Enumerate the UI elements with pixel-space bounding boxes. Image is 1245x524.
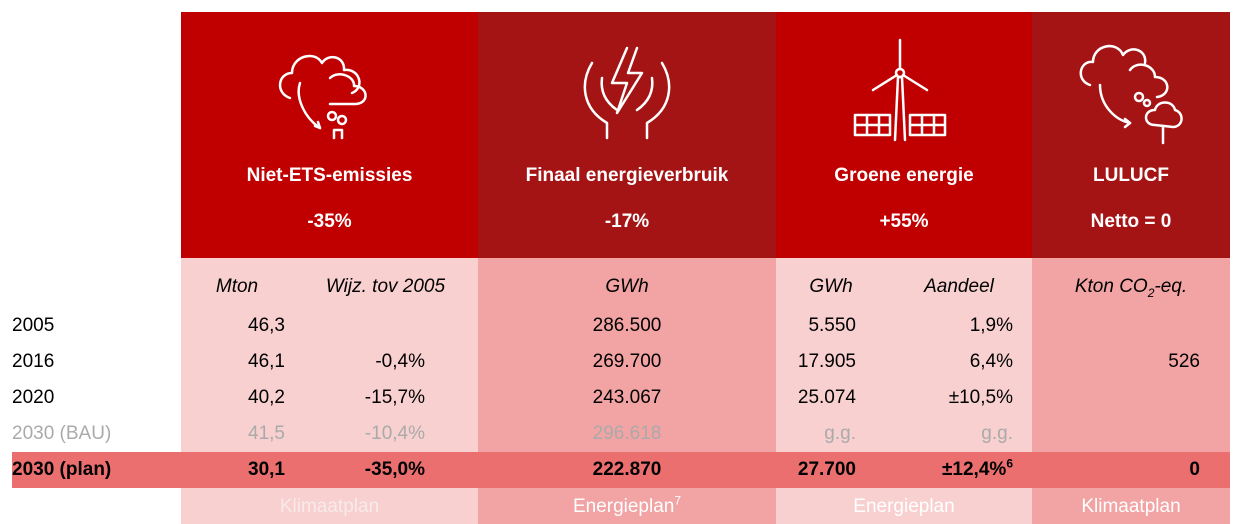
- footer-source: Energieplan: [776, 494, 1032, 520]
- cell-text: 296.618: [592, 423, 662, 444]
- cell-text: 269.700: [592, 351, 662, 372]
- cell-text: g.g.: [981, 423, 1013, 444]
- row-label: 2020: [12, 387, 55, 408]
- cell: 6,4%: [880, 349, 1013, 375]
- unit-tail: -eq.: [1154, 276, 1188, 297]
- cell: 286.500: [478, 313, 776, 339]
- cell-text: 526: [1168, 351, 1200, 372]
- cell: -15,7%: [300, 385, 425, 411]
- cell-text: 1,9%: [969, 315, 1013, 336]
- band: [478, 12, 776, 280]
- cell: 25.074: [780, 385, 856, 411]
- cell-text: -15,7%: [364, 387, 425, 408]
- cell: 27.700: [780, 457, 856, 483]
- header-title: LULUCF: [1093, 165, 1169, 186]
- band: [1032, 12, 1230, 280]
- header-title: Niet-ETS-emissies: [246, 165, 413, 186]
- footnote: 6: [1006, 456, 1013, 471]
- cell-text: 46,1: [248, 351, 285, 372]
- cell: -0,4%: [300, 349, 425, 375]
- row-label: 2005: [12, 315, 55, 336]
- footer-text: Energieplan: [853, 496, 955, 517]
- header-target: +55%: [879, 211, 929, 232]
- row-label: 2016: [12, 351, 55, 372]
- header-title: Finaal energieverbruik: [525, 165, 729, 186]
- footnote: 7: [674, 493, 682, 508]
- cell: 1,9%: [880, 313, 1013, 339]
- band: [776, 12, 1032, 280]
- cell-text: -10,4%: [364, 423, 425, 444]
- cell: 526: [1032, 349, 1200, 375]
- cell-text: 6,4%: [969, 351, 1013, 372]
- footer-source: Energieplan7: [478, 494, 776, 520]
- cell-text: 40,2: [248, 387, 285, 408]
- cell-text: 17.905: [797, 351, 856, 372]
- row-label: 2030 (BAU): [12, 423, 112, 444]
- footer-source: Klimaatplan: [181, 494, 478, 520]
- unit-label: Wijz. tov 2005: [325, 276, 446, 297]
- unit-label: GWh: [605, 276, 649, 297]
- wind-solar-icon: [853, 38, 947, 142]
- energy-icon: [583, 46, 671, 140]
- footer-source: Klimaatplan: [1032, 494, 1230, 520]
- header-target: Netto = 0: [1090, 211, 1172, 232]
- header-title: Groene energie: [834, 165, 974, 186]
- cell-text: 5.550: [808, 315, 856, 336]
- unit-sub: 2: [1147, 285, 1155, 300]
- cell-text: 41,5: [248, 423, 285, 444]
- cell-text: g.g.: [824, 423, 856, 444]
- row-label: 2030 (plan): [12, 459, 112, 480]
- cell: -35,0%: [300, 457, 425, 483]
- unit-label: Kton CO2-eq.: [1032, 274, 1230, 300]
- cell-text: 243.067: [592, 387, 662, 408]
- cell: 41,5: [190, 421, 285, 447]
- unit-label: Mton: [215, 276, 259, 297]
- cell-text: ±10,5%: [948, 387, 1013, 408]
- cell: 30,1: [190, 457, 285, 483]
- cell-text: -35,0%: [364, 459, 425, 480]
- lulucf-icon: [1079, 44, 1183, 145]
- cell: 5.550: [780, 313, 856, 339]
- cell-text: 286.500: [592, 315, 662, 336]
- cell-text: ±12,4%: [942, 459, 1007, 480]
- header-target: -35%: [307, 211, 352, 232]
- cell: 0: [1032, 457, 1200, 483]
- cell: 17.905: [780, 349, 856, 375]
- unit-label: GWh: [809, 276, 853, 297]
- cell: 296.618: [478, 421, 776, 447]
- unit-text: Kton CO: [1074, 276, 1148, 297]
- cell-text: 46,3: [248, 315, 285, 336]
- cell: 269.700: [478, 349, 776, 375]
- unit-label: Aandeel: [924, 276, 994, 297]
- cell: g.g.: [880, 421, 1013, 447]
- cell: 46,1: [190, 349, 285, 375]
- header-target: -17%: [604, 211, 650, 232]
- cell: ±10,5%: [880, 385, 1013, 411]
- cell-text: 30,1: [248, 459, 285, 480]
- highlight-row: [12, 452, 1230, 488]
- cell-text: 27.700: [797, 459, 856, 480]
- cell: g.g.: [780, 421, 856, 447]
- footer-text: Klimaatplan: [279, 496, 380, 517]
- cell-text: 222.870: [592, 459, 662, 480]
- cell: -10,4%: [300, 421, 425, 447]
- cloud-icon: [278, 54, 367, 140]
- cell-text: 25.074: [797, 387, 856, 408]
- cell: 243.067: [478, 385, 776, 411]
- cell: 46,3: [190, 313, 285, 339]
- cell-text: 0: [1189, 459, 1200, 480]
- cell: ±12,4%6: [880, 457, 1013, 483]
- cell-text: -0,4%: [375, 351, 425, 372]
- cell: 222.870: [478, 457, 776, 483]
- footer-text: Energieplan: [572, 496, 675, 517]
- cell: 40,2: [190, 385, 285, 411]
- footer-text: Klimaatplan: [1081, 496, 1181, 517]
